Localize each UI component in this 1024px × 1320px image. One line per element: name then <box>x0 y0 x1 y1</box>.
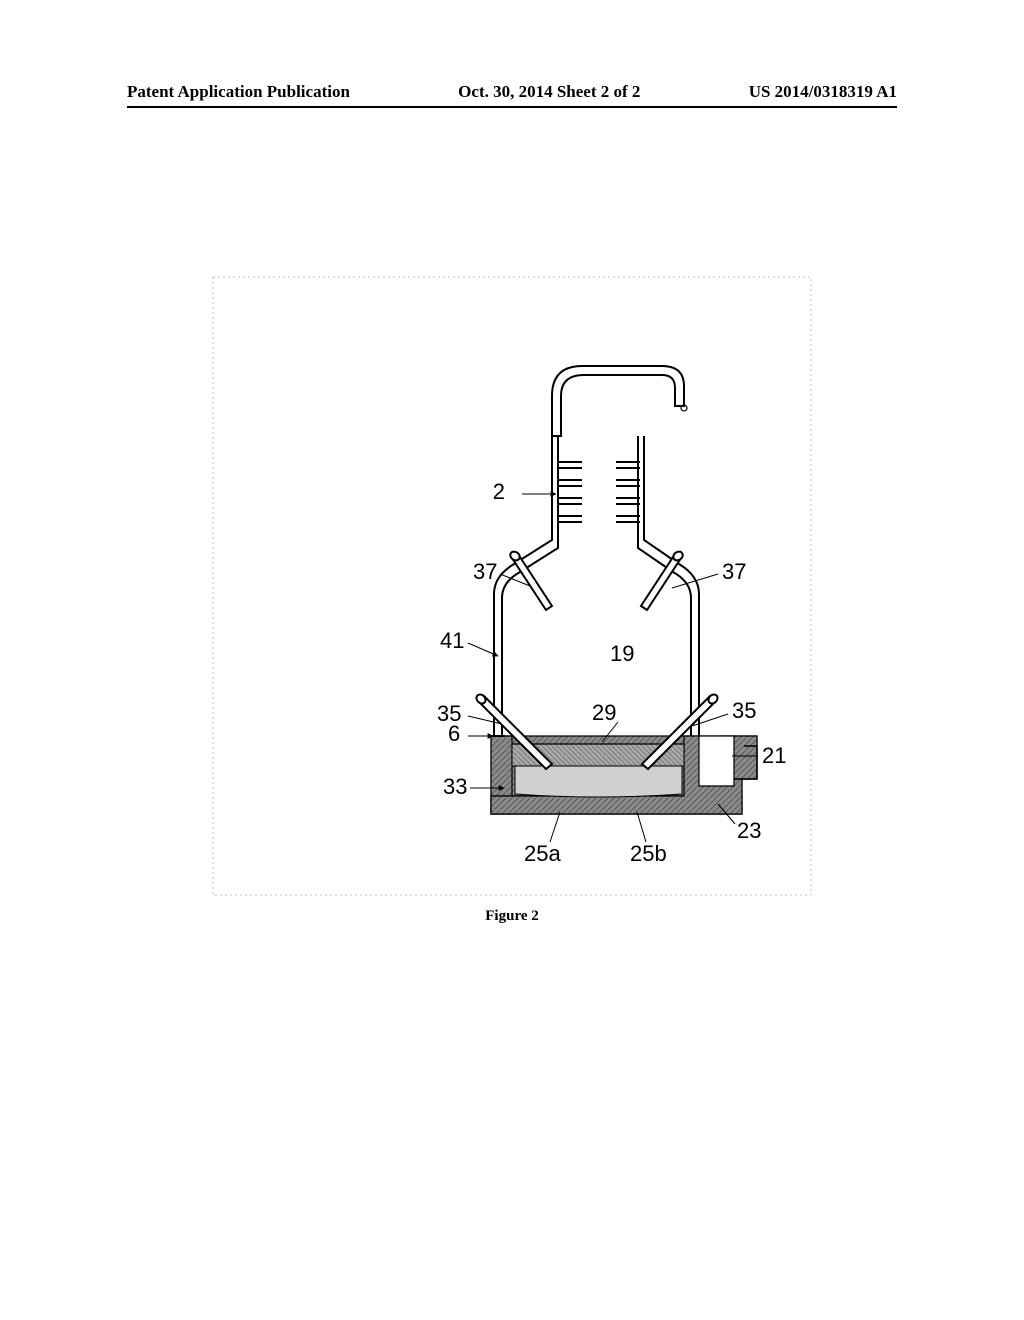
ref-21: 21 <box>762 743 786 768</box>
ref-35r: 35 <box>732 698 756 723</box>
ref-23: 23 <box>737 818 761 843</box>
metal-bath <box>515 766 682 797</box>
header-mid: Oct. 30, 2014 Sheet 2 of 2 <box>458 82 640 102</box>
figure-caption: Figure 2 <box>0 908 1024 925</box>
figure-2: 2 37 37 41 19 35 29 35 6 21 33 23 25a 25… <box>212 276 812 896</box>
ref-33: 33 <box>443 774 467 799</box>
page-header: Patent Application Publication Oct. 30, … <box>0 82 1024 102</box>
reduction-trays <box>558 462 640 522</box>
lance-37-right <box>641 550 684 610</box>
header-left: Patent Application Publication <box>127 82 350 102</box>
ref-19: 19 <box>610 641 634 666</box>
ref-37r: 37 <box>722 559 746 584</box>
page: Patent Application Publication Oct. 30, … <box>0 0 1024 1320</box>
ref-25b: 25b <box>630 841 667 866</box>
header-right: US 2014/0318319 A1 <box>749 82 897 102</box>
header-row: Patent Application Publication Oct. 30, … <box>127 82 897 102</box>
ref-25a: 25a <box>524 841 561 866</box>
upper-cylinder <box>552 366 684 436</box>
ref-29: 29 <box>592 700 616 725</box>
ref-6: 6 <box>448 721 460 746</box>
header-rule <box>127 106 897 108</box>
ref-41: 41 <box>440 628 464 653</box>
ref-2: 2 <box>493 479 505 504</box>
figure-svg: 2 37 37 41 19 35 29 35 6 21 33 23 25a 25… <box>212 276 812 896</box>
ref-37l: 37 <box>473 559 497 584</box>
